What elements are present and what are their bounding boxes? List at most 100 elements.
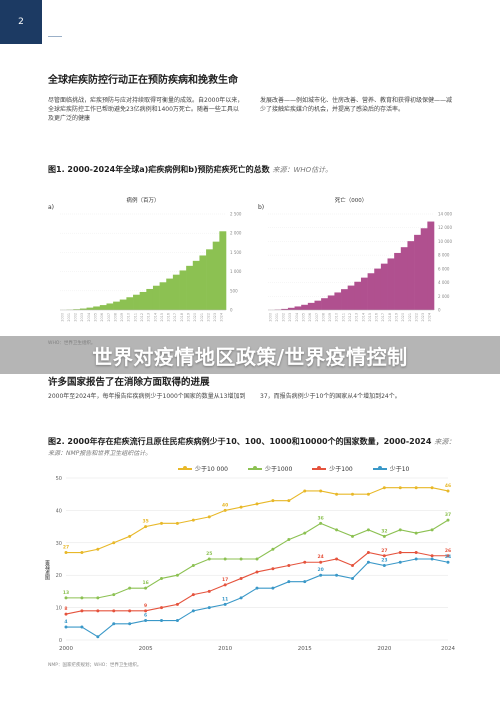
legend-swatch-icon (372, 466, 387, 470)
y-tick-label: 0 (230, 308, 233, 313)
bar (93, 306, 101, 310)
bar (79, 308, 87, 310)
legend-label: 少于1000 (265, 466, 293, 473)
data-point (319, 573, 323, 577)
data-point (303, 531, 307, 535)
y-tick-label: 50 (56, 476, 62, 482)
y-tick-label: 0 (59, 638, 62, 644)
bar (380, 263, 388, 310)
data-label: 13 (63, 590, 69, 596)
data-label: 36 (318, 515, 324, 521)
data-label: 4 (64, 619, 67, 625)
y-tick-label: 2 500 (230, 212, 242, 217)
y-tick-label: 10 (56, 606, 62, 612)
data-label: 24 (318, 554, 324, 560)
section2-title: 许多国家报告了在消除方面取得的进展 (48, 377, 210, 388)
data-point (414, 486, 418, 490)
data-point (64, 612, 68, 616)
y-tick-label: 500 (230, 288, 238, 293)
data-label: 8 (64, 606, 67, 612)
bar (179, 270, 187, 310)
legend-item: 少于10 (372, 464, 409, 473)
data-point (96, 635, 100, 639)
data-label: 23 (381, 557, 387, 563)
y-tick-label: 0 (438, 308, 441, 313)
data-point (207, 606, 211, 610)
legend-swatch-icon (248, 466, 262, 470)
y-tick-label: 20 (56, 573, 62, 579)
data-point (366, 492, 370, 496)
data-point (64, 551, 68, 555)
data-point (287, 538, 291, 542)
figure1-source: 来源：WHO估计。 (272, 166, 333, 174)
bar (407, 241, 415, 310)
x-tick-label: 2011 (133, 313, 137, 322)
x-tick-label: 2016 (167, 313, 171, 322)
data-label: 11 (222, 596, 228, 602)
y-tick-label: 4 000 (438, 280, 450, 285)
bar (219, 231, 227, 310)
x-tick-label: 2006 (308, 313, 312, 322)
bar (294, 306, 302, 310)
bar (199, 255, 207, 310)
deaths-bar-chart: 死亡（000） 0 2 000 4 000 6 000 8 000 10 000 12 000… (268, 196, 452, 322)
data-point (382, 563, 386, 567)
bar (206, 249, 214, 310)
data-point (430, 486, 434, 490)
bar (420, 228, 428, 310)
x-tick-label: 2000 (60, 313, 64, 322)
legend-label: 少于100 (329, 466, 353, 473)
x-tick-label: 2019 (394, 313, 398, 322)
data-point (303, 560, 307, 564)
data-point (207, 515, 211, 519)
bar (394, 252, 402, 310)
x-tick-label: 2022 (414, 313, 418, 322)
bar (113, 301, 121, 310)
x-tick-label: 2001 (67, 313, 71, 322)
data-point (446, 518, 450, 522)
x-tick-label: 2020 (401, 313, 405, 322)
data-point (398, 551, 402, 555)
data-point (223, 557, 227, 561)
data-label: 35 (142, 519, 148, 525)
x-tick-label: 2013 (147, 313, 151, 322)
data-point (239, 505, 243, 509)
data-point (303, 580, 307, 584)
bar (126, 297, 134, 310)
data-point (80, 551, 84, 555)
section2-left-text: 2000年至2024年，每年报告疟疾病例少于1000个国家的数量从13增加到 (48, 393, 246, 400)
data-point (112, 609, 116, 613)
figure1-title: 图1. 2000-2024年全球a)疟疾病例和b)预防疟疾死亡的总数 来源：WH… (48, 164, 332, 175)
bar (99, 305, 107, 310)
legend-item: 少于1000 (248, 464, 292, 473)
bar (314, 300, 322, 310)
panel-a-label: a) (48, 204, 55, 211)
data-point (446, 560, 450, 564)
data-point (287, 580, 291, 584)
bar (186, 265, 194, 310)
legend-label: 少于10 000 (195, 466, 228, 473)
x-tick-label: 2021 (408, 313, 412, 322)
panel-chart-title: 死亡（000） (335, 196, 368, 204)
section1-title: 全球疟疾防控行动正在预防疾病和挽救生命 (48, 75, 238, 86)
data-point (239, 557, 243, 561)
data-point (128, 622, 132, 626)
data-point (287, 563, 291, 567)
data-point (335, 557, 339, 561)
data-point (64, 625, 68, 629)
data-point (96, 547, 100, 551)
data-point (175, 619, 179, 623)
bar (172, 274, 180, 310)
figure1-title-text: 图1. 2000-2024年全球a)疟疾病例和b)预防疟疾死亡的总数 (48, 165, 270, 174)
data-point (366, 528, 370, 532)
data-point (112, 593, 116, 597)
data-point (80, 609, 84, 613)
data-point (128, 534, 132, 538)
series-line (65, 551, 448, 615)
header-rule (48, 36, 62, 37)
bar (281, 308, 289, 310)
bar (146, 288, 154, 310)
bar (139, 291, 147, 310)
data-point (160, 521, 163, 525)
data-point (430, 528, 434, 532)
